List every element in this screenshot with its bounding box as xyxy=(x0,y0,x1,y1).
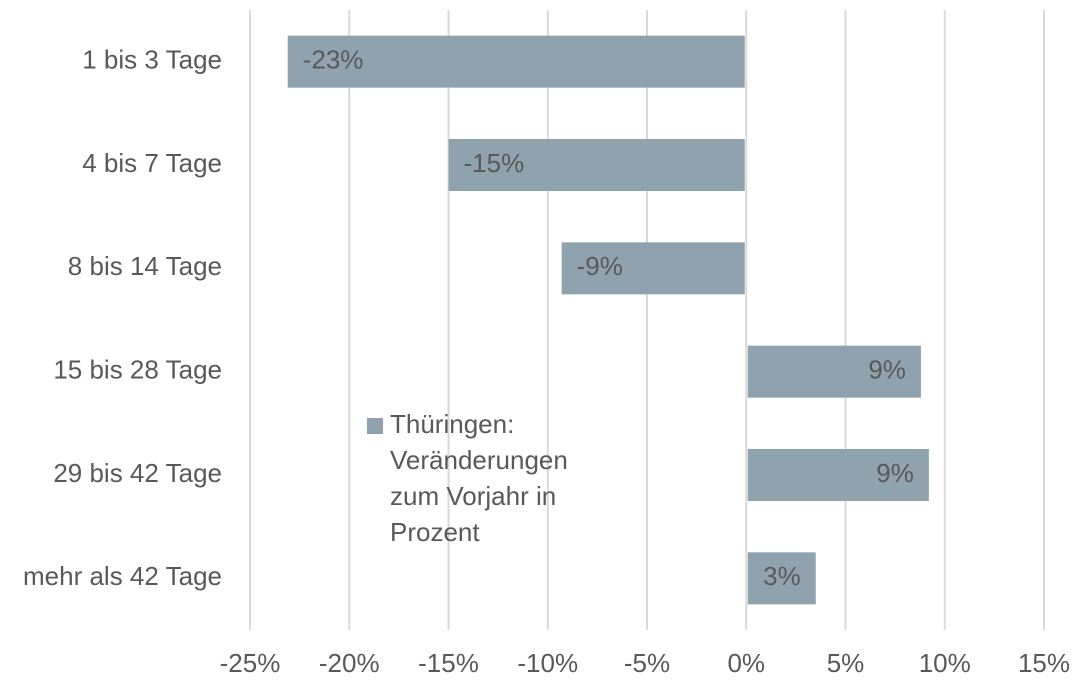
y-tick-label: 4 bis 7 Tage xyxy=(82,148,222,178)
y-tick-label: 1 bis 3 Tage xyxy=(82,45,222,75)
x-tick-label: -20% xyxy=(319,648,380,678)
bar xyxy=(747,552,816,605)
bar xyxy=(747,449,929,501)
data-label: 9% xyxy=(876,458,914,488)
data-label: -15% xyxy=(464,148,525,178)
y-tick-label: mehr als 42 Tage xyxy=(23,561,222,591)
data-label: 3% xyxy=(763,561,801,591)
legend: Thüringen: Veränderungen zum Vorjahr in … xyxy=(367,406,617,550)
legend-swatch xyxy=(367,418,383,434)
x-tick-label: -5% xyxy=(624,648,670,678)
data-label: 9% xyxy=(868,355,906,385)
bar xyxy=(747,345,921,398)
bar xyxy=(287,35,745,88)
x-tick-label: 10% xyxy=(919,648,971,678)
y-tick-label: 15 bis 28 Tage xyxy=(53,355,222,385)
x-tick-label: -10% xyxy=(517,648,578,678)
x-tick-label: -15% xyxy=(418,648,479,678)
y-tick-label: 8 bis 14 Tage xyxy=(68,251,222,281)
data-label: -23% xyxy=(303,45,364,75)
legend-label: Thüringen: Veränderungen zum Vorjahr in … xyxy=(390,409,568,547)
data-label: -9% xyxy=(577,251,623,281)
x-tick-label: 0% xyxy=(727,648,765,678)
y-tick-label: 29 bis 42 Tage xyxy=(53,458,222,488)
bar xyxy=(448,139,745,191)
x-tick-label: 5% xyxy=(827,648,865,678)
x-tick-label: 15% xyxy=(1018,648,1070,678)
bar xyxy=(561,242,745,295)
x-tick-label: -25% xyxy=(220,648,281,678)
